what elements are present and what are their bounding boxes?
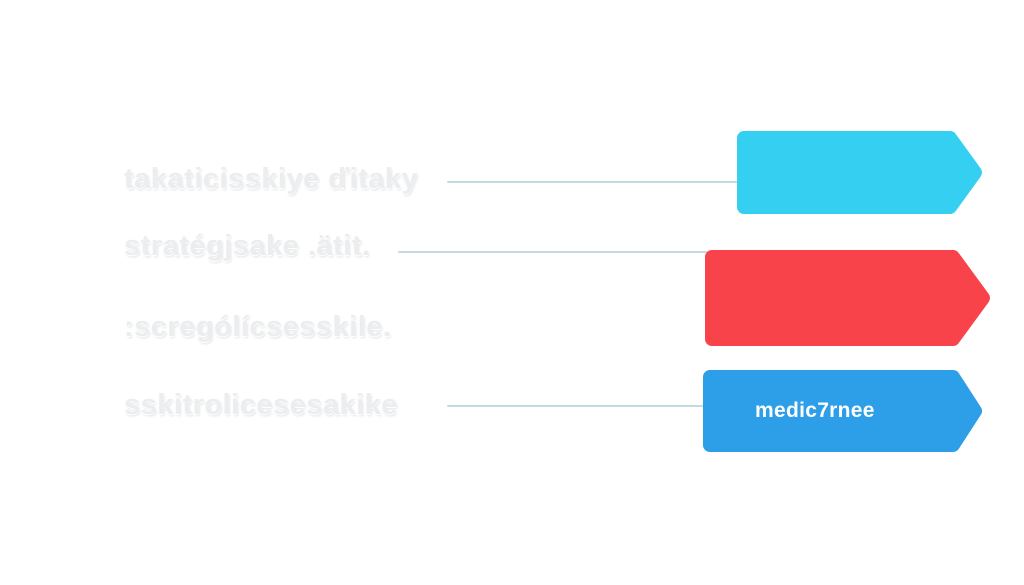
arrow-banner-red xyxy=(705,250,990,346)
arrow-banner-blue xyxy=(703,370,982,452)
connector-line-1 xyxy=(447,181,738,183)
connector-line-3 xyxy=(447,405,705,407)
connector-line-2 xyxy=(398,251,707,253)
ghost-label-4: sskitrolicesesakike xyxy=(124,389,398,421)
ghost-label-2: stratégjsake .ätit. xyxy=(124,230,371,262)
arrow-shape-cyan xyxy=(737,131,982,214)
ghost-label-3: :scrególícsesskile. xyxy=(124,311,392,343)
arrow-shape-red xyxy=(705,250,990,346)
ghost-label-1: takaticisskiye ďitaky xyxy=(124,163,419,195)
arrow-shape-blue xyxy=(703,370,982,452)
arrow-banner-cyan xyxy=(737,131,982,214)
